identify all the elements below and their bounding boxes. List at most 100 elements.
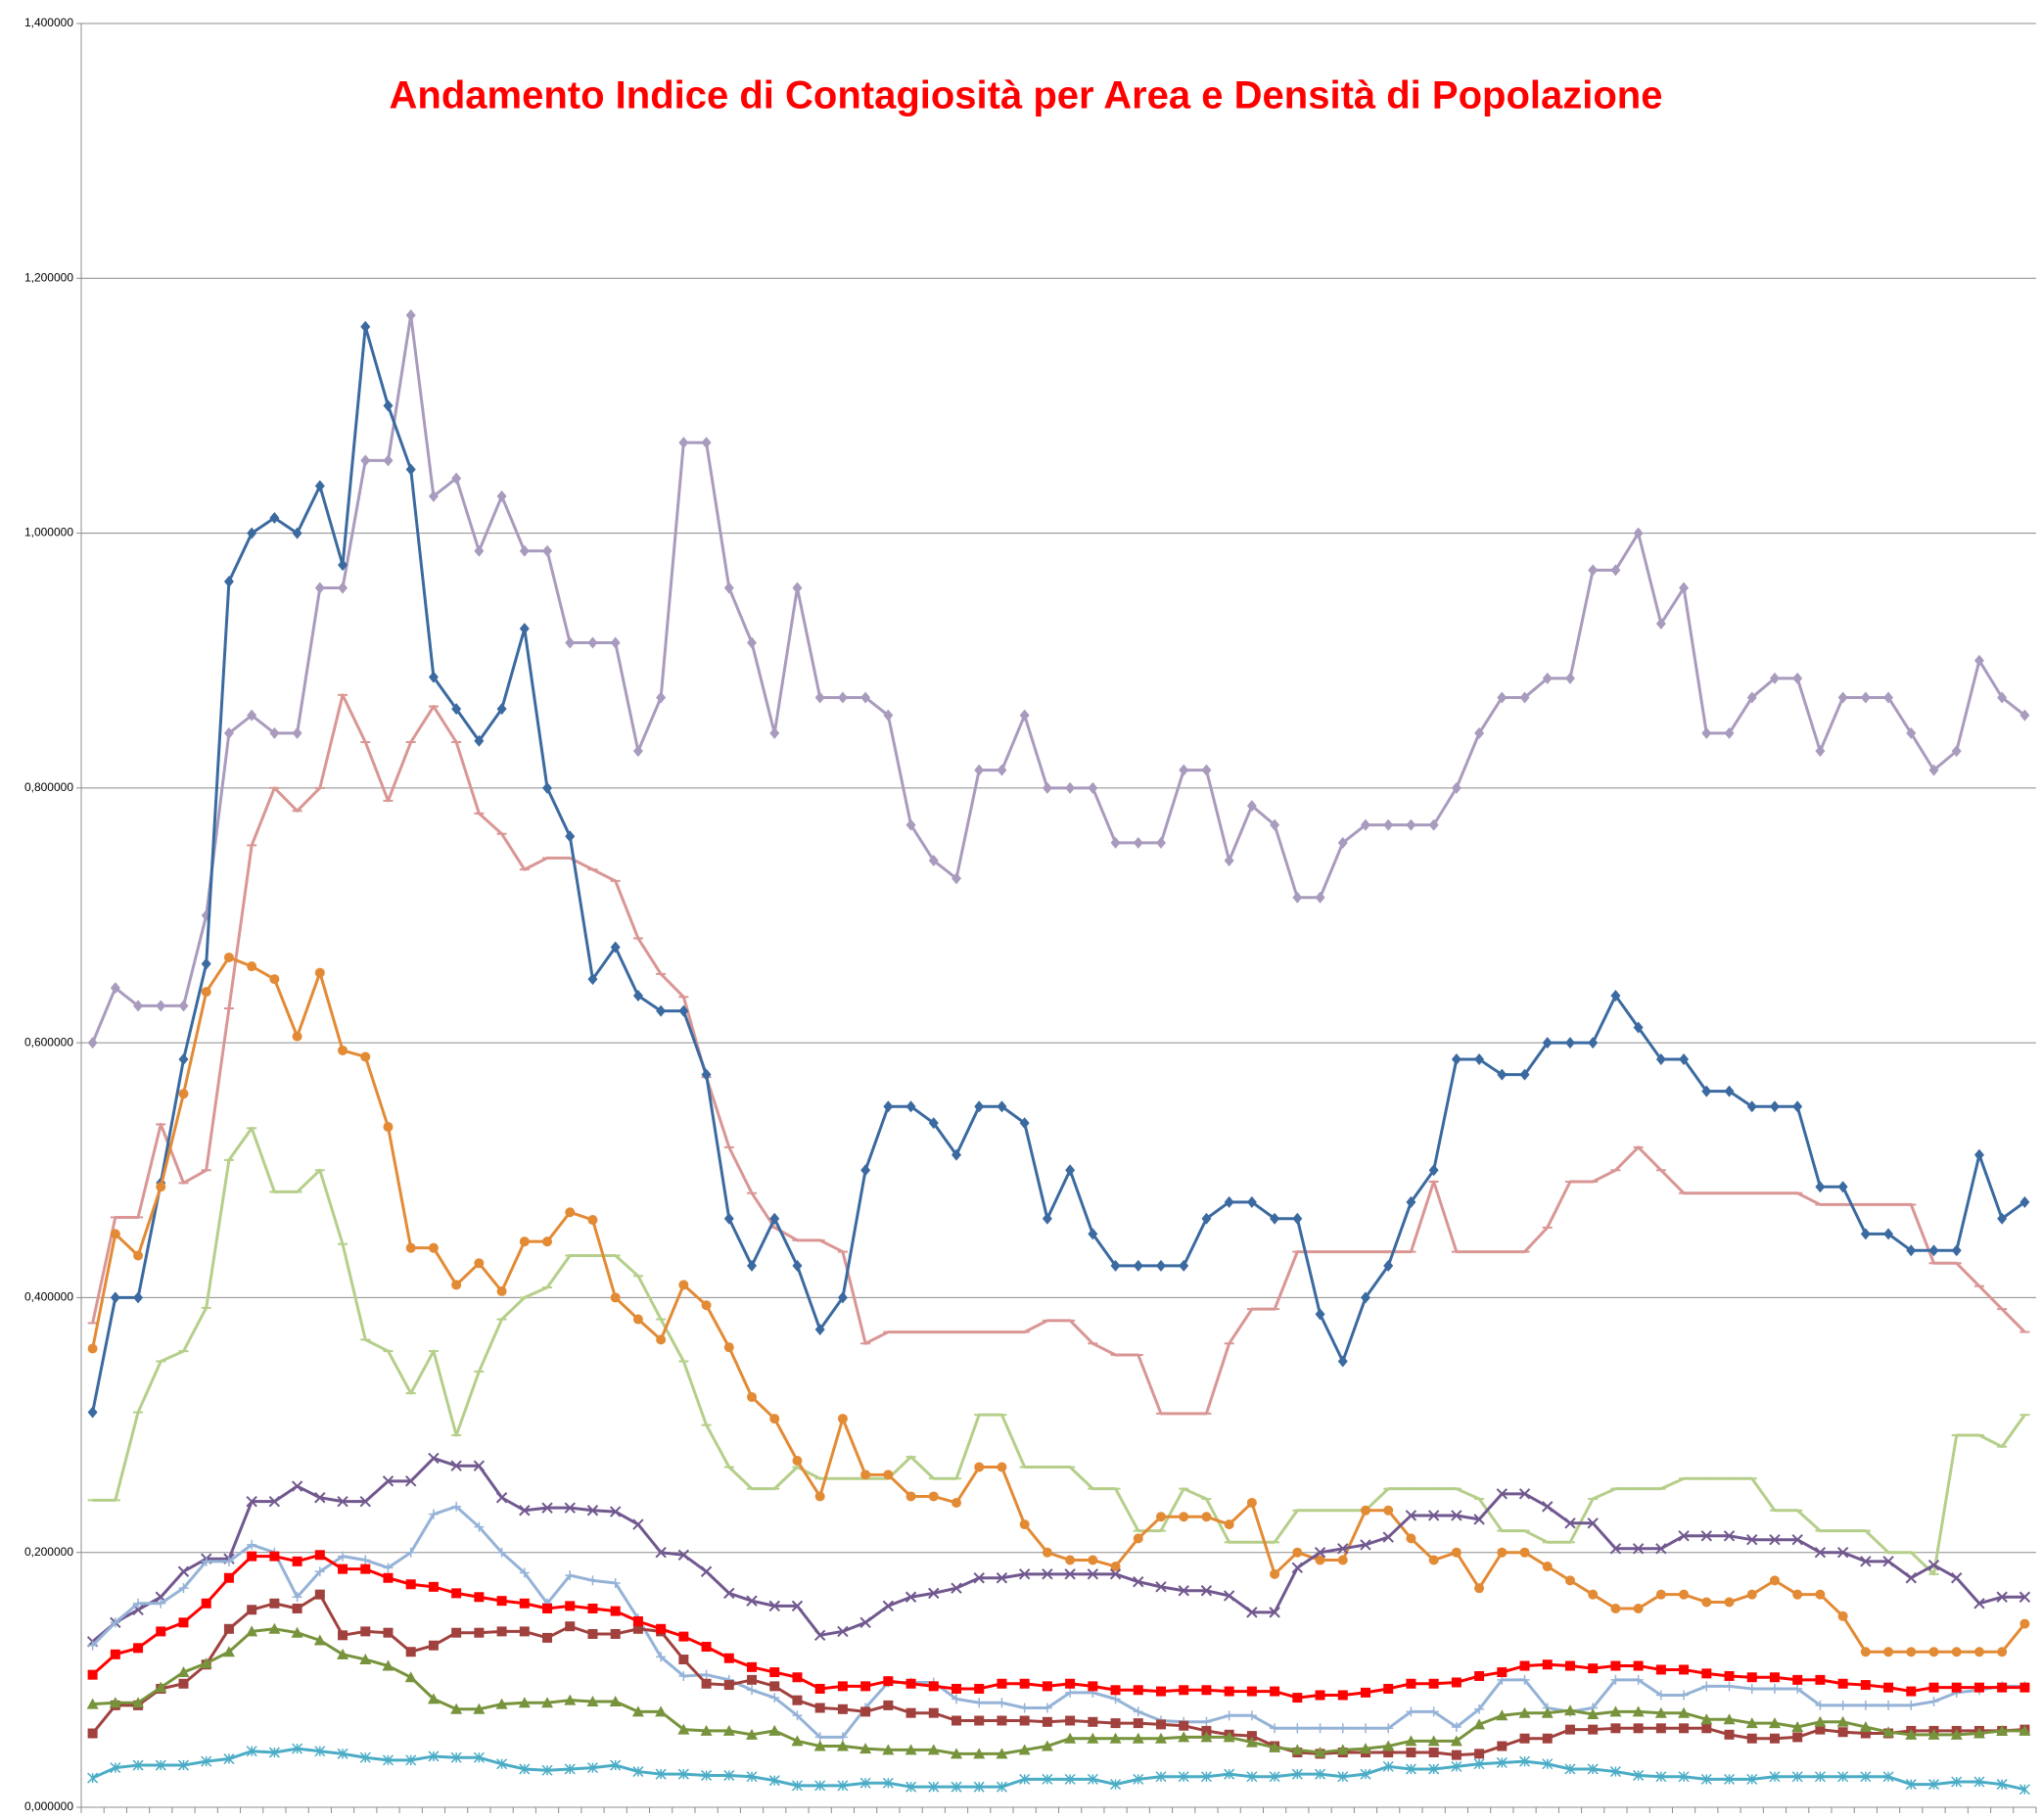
data-point xyxy=(542,1603,553,1613)
series xyxy=(87,693,2030,1416)
data-point xyxy=(473,1703,486,1714)
data-point xyxy=(1155,1771,1167,1783)
data-point xyxy=(1906,1686,1917,1697)
data-point xyxy=(1701,1597,1712,1608)
data-point xyxy=(450,1703,463,1714)
data-point xyxy=(746,1771,758,1783)
data-point xyxy=(1065,1687,1076,1698)
data-point xyxy=(1997,1647,2008,1657)
data-point xyxy=(1928,1696,1939,1706)
data-point xyxy=(1769,1100,1780,1113)
data-point xyxy=(223,1556,234,1566)
data-point xyxy=(1087,1568,1099,1580)
data-point xyxy=(428,490,439,502)
data-point xyxy=(836,1740,849,1751)
data-point xyxy=(542,1237,553,1247)
data-point xyxy=(1928,1244,1939,1257)
data-point xyxy=(565,1207,576,1218)
data-point xyxy=(405,309,416,322)
data-point xyxy=(1179,1512,1189,1522)
data-point xyxy=(474,544,485,557)
data-point xyxy=(337,1495,348,1508)
data-point xyxy=(404,1671,417,1683)
data-point xyxy=(496,1626,507,1637)
data-point xyxy=(1815,1700,1826,1710)
data-point xyxy=(1655,1723,1666,1734)
data-point xyxy=(610,1577,621,1588)
data-point xyxy=(291,1480,303,1492)
data-point xyxy=(1179,1720,1189,1731)
data-point xyxy=(1474,1670,1485,1681)
data-point xyxy=(201,987,211,998)
data-point xyxy=(155,1681,167,1693)
data-point xyxy=(814,691,825,704)
data-point xyxy=(1609,1705,1622,1717)
data-point xyxy=(1791,1533,1803,1546)
data-point xyxy=(1836,1547,1849,1559)
data-point xyxy=(1201,1512,1212,1522)
data-point xyxy=(1042,1773,1053,1785)
data-point xyxy=(1019,1678,1030,1689)
data-point xyxy=(1042,1703,1052,1713)
data-point xyxy=(247,709,257,722)
data-point xyxy=(133,1250,144,1261)
data-point xyxy=(769,1693,780,1703)
data-point xyxy=(883,1100,894,1113)
data-point xyxy=(223,726,234,739)
data-point xyxy=(247,961,257,972)
data-point xyxy=(951,872,962,885)
data-point xyxy=(1155,1512,1166,1522)
data-point xyxy=(110,1291,120,1304)
data-point xyxy=(314,582,325,594)
data-point xyxy=(565,636,576,649)
data-point xyxy=(1133,1685,1143,1696)
data-point xyxy=(837,1703,848,1714)
data-point xyxy=(338,559,348,572)
y-tick-label: 0,200000 xyxy=(24,1545,73,1559)
data-point xyxy=(1315,891,1325,904)
data-point xyxy=(473,1751,485,1763)
data-point xyxy=(246,1495,257,1508)
data-point xyxy=(928,1117,939,1130)
data-point xyxy=(359,1751,371,1763)
data-point xyxy=(1473,1718,1486,1730)
data-point xyxy=(87,1669,98,1680)
data-point xyxy=(1836,1715,1849,1727)
data-point xyxy=(1088,1228,1098,1240)
data-point xyxy=(1700,1773,1712,1785)
data-point xyxy=(973,1781,985,1793)
data-point xyxy=(997,1698,1007,1708)
data-point xyxy=(1064,1568,1076,1580)
data-point xyxy=(110,1617,120,1628)
data-point xyxy=(1110,1562,1121,1572)
data-point xyxy=(1655,1053,1666,1066)
data-point xyxy=(1724,1597,1735,1608)
data-point xyxy=(223,576,234,588)
data-point xyxy=(1678,1771,1690,1783)
data-point xyxy=(87,1772,99,1784)
data-point xyxy=(974,1462,985,1472)
data-point xyxy=(338,1630,348,1641)
data-point xyxy=(610,636,621,649)
data-point xyxy=(973,1748,986,1759)
data-point xyxy=(1951,1572,1963,1584)
data-point xyxy=(951,1694,962,1704)
series xyxy=(87,1126,2030,1576)
data-point xyxy=(223,952,234,962)
data-point xyxy=(1564,1037,1575,1050)
data-point xyxy=(246,1746,257,1757)
data-point xyxy=(178,1000,189,1012)
data-point xyxy=(360,1563,371,1574)
data-point xyxy=(1019,1715,1030,1726)
data-point xyxy=(860,691,871,704)
data-point xyxy=(1837,1700,1848,1710)
data-point xyxy=(110,1229,120,1239)
data-point xyxy=(292,1556,302,1566)
data-point xyxy=(1155,1686,1166,1697)
data-point xyxy=(586,1762,599,1774)
data-point xyxy=(1314,1747,1326,1758)
data-point xyxy=(1769,1575,1780,1586)
data-point xyxy=(541,1502,553,1514)
data-point xyxy=(383,454,394,467)
